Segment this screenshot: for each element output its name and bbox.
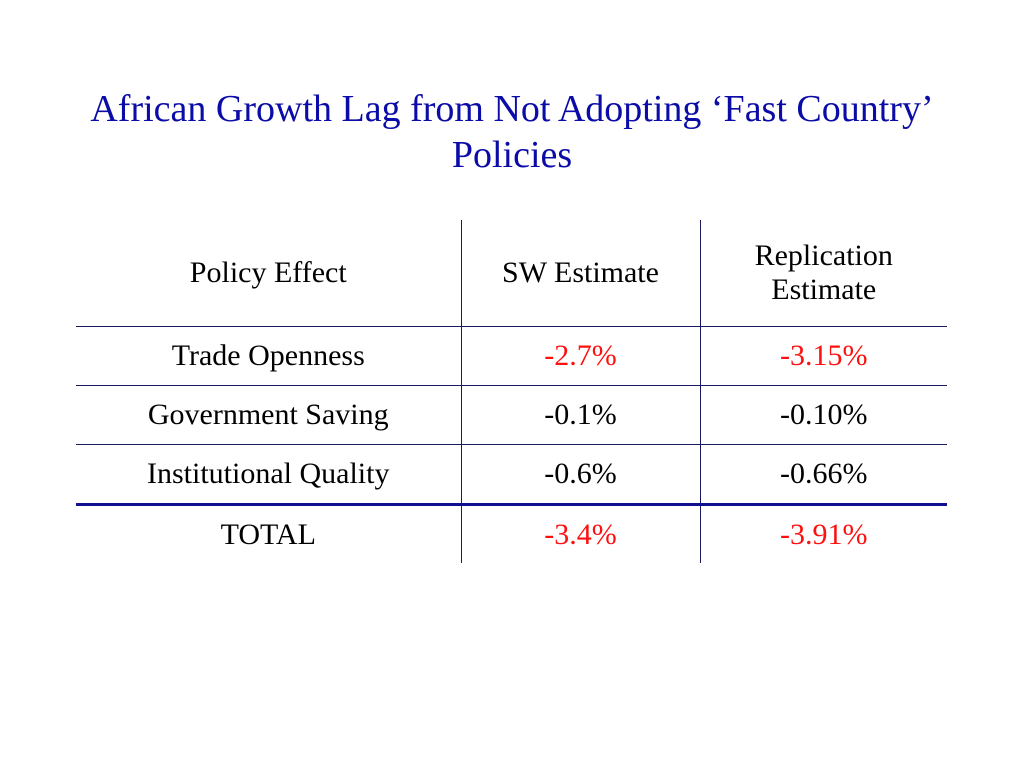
total-label: TOTAL: [220, 517, 316, 551]
table-row-total: TOTAL -3.4% -3.91%: [76, 504, 947, 563]
header-policy-effect: Policy Effect: [76, 220, 461, 327]
sw-estimate-cell: -0.6%: [460, 444, 700, 506]
table-row-trade-openness: Trade Openness -2.7% -3.15%: [76, 326, 947, 386]
replication-estimate-cell: -0.66%: [699, 444, 947, 506]
replication-estimate-cell: -0.10%: [699, 385, 947, 445]
table-row-institutional-quality: Institutional Quality -0.6% -0.66%: [76, 444, 947, 506]
sw-estimate-cell: -0.1%: [460, 385, 700, 445]
sw-estimate-cell: -2.7%: [460, 326, 700, 386]
header-replication-line1: Replication: [754, 239, 893, 272]
row-label: Government Saving: [76, 385, 461, 445]
row-label: Institutional Quality: [76, 444, 461, 506]
slide-title: African Growth Lag from Not Adopting ‘Fa…: [90, 88, 934, 176]
replication-estimate-cell: -3.15%: [699, 326, 947, 386]
header-replication-line2: Estimate: [771, 273, 877, 306]
table-row-government-saving: Government Saving -0.1% -0.10%: [76, 385, 947, 445]
growth-lag-table: Policy Effect SW Estimate Replication Es…: [76, 220, 947, 563]
total-sw-estimate: -3.4%: [460, 504, 700, 563]
row-label: Trade Openness: [76, 326, 461, 386]
header-replication-estimate: Replication Estimate: [699, 220, 947, 327]
header-sw-estimate: SW Estimate: [460, 220, 700, 327]
table-header-row: Policy Effect SW Estimate Replication Es…: [76, 220, 947, 327]
total-replication-estimate: -3.91%: [699, 504, 947, 563]
